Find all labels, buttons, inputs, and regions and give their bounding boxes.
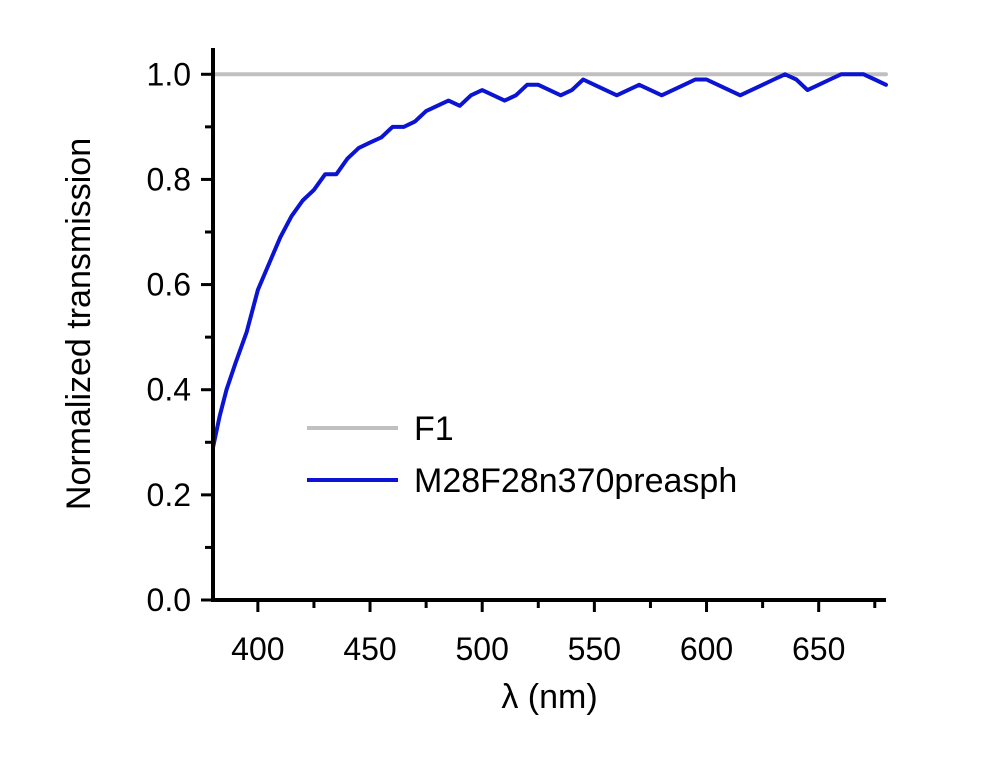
x-tick-label: 400 [231,631,284,667]
x-axis-title: λ (nm) [501,678,597,716]
x-tick-label: 450 [343,631,396,667]
y-axis-title: Normalized transmission [60,138,98,510]
legend: F1 M28F28n370preasph [307,410,737,500]
y-tick-label: 0.6 [147,267,191,303]
x-tick-label: 600 [680,631,733,667]
x-tick-label: 500 [456,631,509,667]
y-tick-label: 0.4 [147,372,191,408]
ticks-layer: 400 450 500 550 600 650 0.0 0.2 0.4 0.6 0.8 1.0 [147,56,877,667]
series-layer [211,72,888,450]
legend-label-m28f28n370preasph: M28F28n370preasph [414,462,737,500]
x-tick-label: 550 [568,631,621,667]
legend-label-f1: F1 [414,410,454,448]
axes-layer [211,48,886,602]
y-tick-label: 0.2 [147,477,191,513]
y-tick-label: 0.8 [147,161,191,197]
x-tick-label: 650 [792,631,845,667]
y-tick-label: 1.0 [147,56,191,92]
y-tick-label: 0.0 [147,582,191,618]
series-line-m28f28n370preasph [211,72,888,450]
